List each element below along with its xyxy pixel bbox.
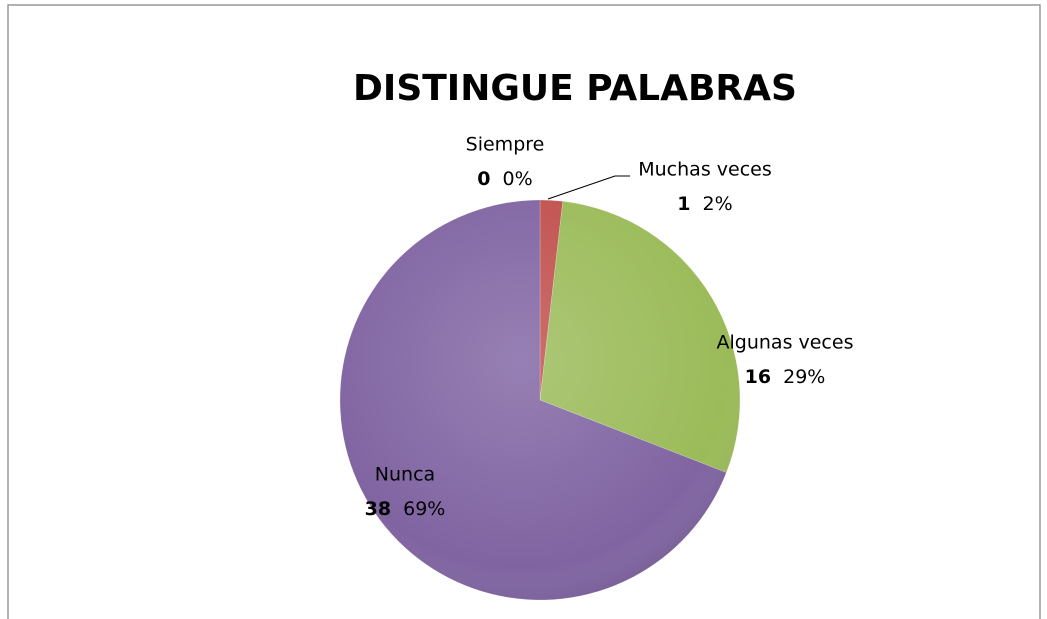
slice-category-label: Algunas veces [717, 332, 854, 354]
slice-percent: 29% [783, 366, 825, 388]
chart-title: DISTINGUE PALABRAS [353, 68, 797, 109]
slice-value-label: 0 0% [477, 168, 532, 190]
slice-value-label: 38 69% [365, 498, 446, 520]
slice-count: 1 [677, 193, 690, 215]
slice-count: 38 [365, 498, 391, 520]
chart-frame [7, 4, 1041, 619]
slice-percent: 2% [703, 193, 733, 215]
pie [339, 199, 741, 601]
slice-category-label: Nunca [375, 464, 435, 486]
slice-count: 16 [745, 366, 771, 388]
leader-line [547, 175, 616, 200]
slice-value-label: 1 2% [677, 193, 732, 215]
slice-category-label: Siempre [466, 134, 545, 156]
slice-percent: 0% [503, 168, 533, 190]
slice-value-label: 16 29% [745, 366, 826, 388]
slice-percent: 69% [403, 498, 445, 520]
slice-category-label: Muchas veces [638, 159, 771, 181]
data-labels: Siempre 0 0% Muchas veces 1 2% Algunas veces 16… [365, 134, 854, 520]
slice-count: 0 [477, 168, 490, 190]
